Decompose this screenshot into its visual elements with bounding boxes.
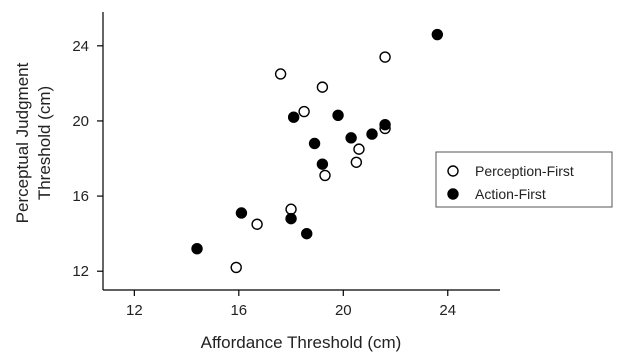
point-action-first [366,128,378,140]
data-points [191,28,444,274]
legend-label-action-first: Action-First [475,186,546,202]
x-tick-label: 16 [230,302,247,319]
x-axis-title: Affordance Threshold (cm) [201,333,402,352]
point-perception-first [379,51,391,63]
legend-marker-perception-first [447,165,459,177]
y-tick-label: 12 [72,263,89,280]
point-perception-first [319,169,331,182]
legend-marker-action-first [447,188,459,200]
point-action-first [316,158,329,170]
point-perception-first [285,203,297,215]
y-axis-title-line-2: Threshold (cm) [35,86,54,200]
point-action-first [431,28,444,41]
point-perception-first [251,218,263,230]
x-tick-label: 20 [335,302,352,319]
x-tick-label: 24 [439,302,456,319]
axes: 12 16 20 24 12 16 20 24 [72,12,500,319]
point-action-first [285,212,297,225]
point-perception-first [298,105,310,118]
point-action-first [332,109,344,122]
point-perception-first [274,68,287,80]
point-perception-first [353,143,365,155]
point-action-first [308,137,321,150]
point-perception-first [230,261,242,274]
legend: Perception-First Action-First [435,151,613,208]
point-action-first [345,132,357,144]
point-action-first [235,207,248,219]
point-action-first [379,119,391,131]
y-tick-label: 20 [72,113,89,130]
y-axis-title-line-1: Perceptual Judgment [13,62,32,223]
y-tick-label: 16 [72,188,89,205]
y-tick-label: 24 [72,38,89,55]
point-action-first [287,111,300,123]
point-action-first [191,242,203,255]
point-perception-first [316,81,329,93]
point-perception-first [350,156,363,168]
legend-label-perception-first: Perception-First [475,163,574,179]
point-action-first [301,227,313,240]
x-tick-label: 12 [126,302,143,319]
legend-box [435,151,613,208]
